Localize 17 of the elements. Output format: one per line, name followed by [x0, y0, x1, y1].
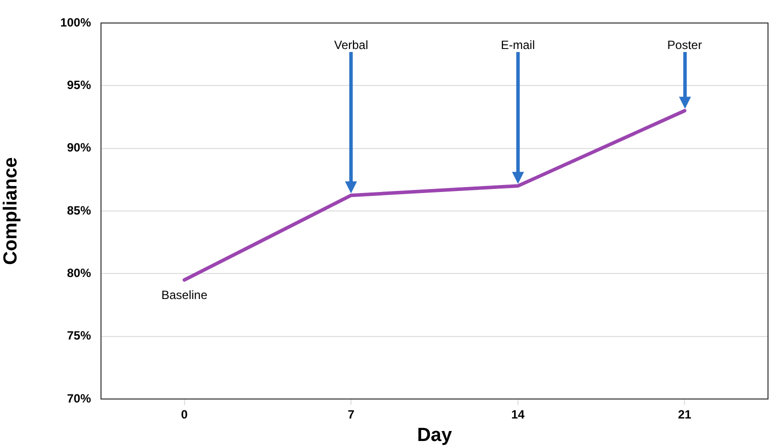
y-tick-label: 80% [66, 266, 92, 280]
annotation: Poster [667, 38, 702, 52]
y-tick-label: 95% [66, 78, 92, 92]
y-tick-label: 75% [66, 328, 92, 343]
x-axis-title: Day [417, 424, 452, 446]
y-tick-label: 85% [66, 203, 92, 218]
x-tick-label: 0 [181, 408, 188, 422]
y-axis-title: Compliance [0, 157, 22, 265]
y-tick-label: 100% [60, 15, 92, 30]
y-tick-label: 90% [66, 140, 92, 155]
y-tick-label: 70% [66, 391, 92, 406]
x-tick-label: 14 [511, 408, 525, 422]
annotation: E-mail [500, 38, 535, 52]
annotation: Verbal [334, 38, 368, 52]
x-tick-label: 21 [678, 408, 692, 422]
x-tick-label: 7 [348, 408, 355, 422]
annotation: Baseline [161, 288, 208, 302]
